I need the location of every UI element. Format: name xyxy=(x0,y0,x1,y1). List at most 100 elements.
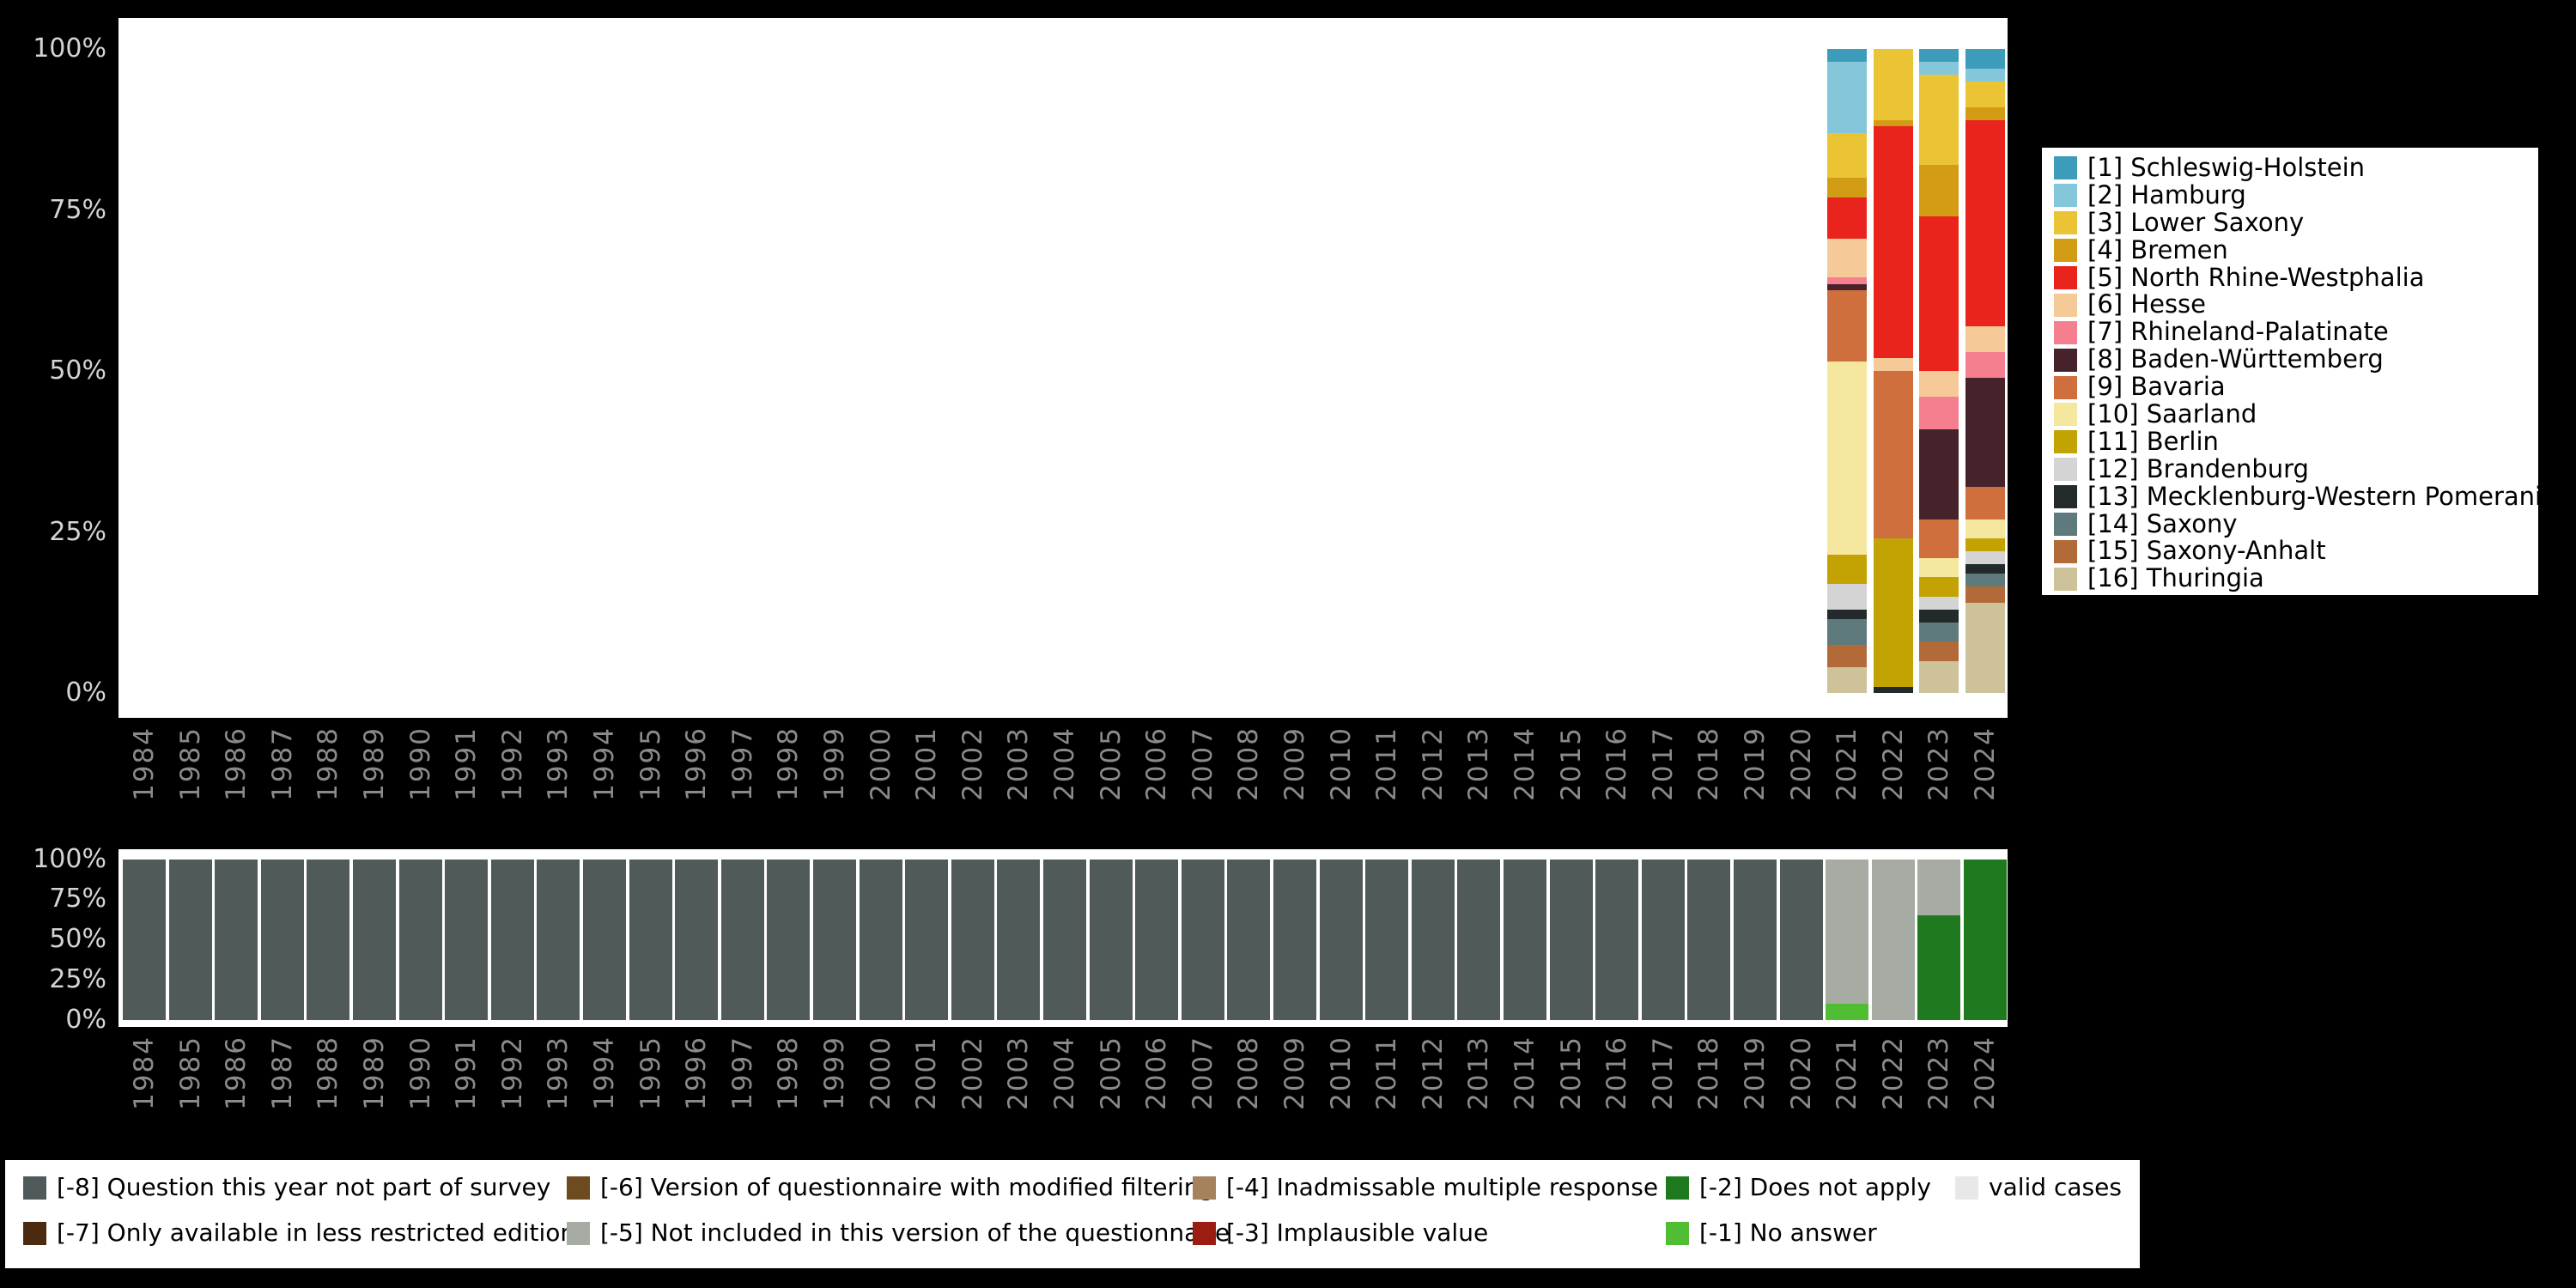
x-axis-tick-label: 1985 xyxy=(175,1036,206,1110)
legend-item: [8] Baden-Württemberg xyxy=(2054,345,2533,374)
bar-segment xyxy=(1965,377,2005,487)
x-axis-tick-label: 1989 xyxy=(359,1036,390,1110)
stacked-bar-2022 xyxy=(1873,49,1913,693)
legend-item-label: [1] Schleswig-Holstein xyxy=(2087,153,2366,182)
legend-item-label: [6] Hesse xyxy=(2087,289,2207,319)
missing-bar-2003 xyxy=(997,859,1041,1020)
x-axis-tick-label: 2004 xyxy=(1049,1036,1080,1110)
x-axis-tick-label: 2009 xyxy=(1279,726,1310,801)
x-axis-tick-label: 2024 xyxy=(1970,726,2001,801)
x-axis-tick-label: 1987 xyxy=(267,1036,298,1110)
missing-bar-1996 xyxy=(675,859,719,1020)
x-axis-tick-label: 2011 xyxy=(1371,1036,1402,1110)
x-axis-tick-label: 2009 xyxy=(1279,1036,1310,1110)
bar-segment xyxy=(1965,119,2005,326)
x-axis-year-text: 2006 xyxy=(1141,1036,1173,1110)
missing-bar-2018 xyxy=(1687,859,1731,1020)
x-axis-year-text: 2000 xyxy=(865,1036,896,1110)
x-axis-year-text: 1987 xyxy=(266,726,298,801)
bar-segment xyxy=(1549,859,1593,1020)
bar-segment xyxy=(1917,859,1961,916)
legend-item: [-2] Does not apply xyxy=(1666,1174,1931,1201)
missing-bar-1993 xyxy=(537,859,580,1020)
bar-segment xyxy=(1827,644,1868,667)
x-axis-year-text: 2004 xyxy=(1049,726,1080,801)
x-axis-tick-label: 2018 xyxy=(1693,726,1724,801)
missing-bar-2000 xyxy=(859,859,902,1020)
x-axis-year-text: 1993 xyxy=(543,726,574,801)
x-axis-tick-label: 2013 xyxy=(1463,726,1494,801)
bar-segment xyxy=(1919,622,1959,641)
legend-color-swatch-icon xyxy=(1193,1176,1216,1200)
x-axis-tick-label: 2015 xyxy=(1556,726,1587,801)
bar-segment xyxy=(1873,686,1913,693)
x-axis-tick-label: 2010 xyxy=(1326,726,1357,801)
bar-segment xyxy=(1043,859,1086,1020)
bar-segment xyxy=(168,859,212,1020)
x-axis-tick-label: 2002 xyxy=(957,1036,988,1110)
legend-item: [13] Mecklenburg-Western Pomerania xyxy=(2054,483,2557,511)
x-axis-year-text: 1985 xyxy=(174,1036,206,1110)
legend-item: [14] Saxony xyxy=(2054,510,2533,538)
legend-item: [7] Rhineland-Palatinate xyxy=(2054,318,2533,346)
x-axis-tick-label: 1996 xyxy=(681,1036,712,1110)
x-axis-year-text: 2008 xyxy=(1233,1036,1265,1110)
missing-bar-1985 xyxy=(168,859,212,1020)
bar-segment xyxy=(1919,49,1959,62)
x-axis-tick-label: 2011 xyxy=(1371,726,1402,801)
bar-segment xyxy=(1135,859,1179,1020)
bar-segment xyxy=(1919,577,1959,597)
x-axis-year-text: 1998 xyxy=(773,726,805,801)
bar-segment xyxy=(1965,325,2005,352)
y-axis-tick-label: 75% xyxy=(49,194,106,225)
bar-segment xyxy=(1871,859,1915,1020)
bar-segment xyxy=(260,859,304,1020)
bar-segment xyxy=(1919,62,1959,75)
x-axis-year-text: 2021 xyxy=(1832,726,1863,801)
bar-segment xyxy=(997,859,1041,1020)
x-axis-year-text: 1999 xyxy=(819,1036,850,1110)
x-axis-tick-label: 1987 xyxy=(267,726,298,801)
missing-bar-1995 xyxy=(629,859,672,1020)
x-axis-tick-label: 2015 xyxy=(1556,1036,1587,1110)
x-axis-tick-label: 1992 xyxy=(497,1036,528,1110)
x-axis-year-text: 1996 xyxy=(681,726,713,801)
x-axis-year-text: 2007 xyxy=(1187,1036,1218,1110)
bar-segment xyxy=(1873,371,1913,538)
bar-segment xyxy=(1919,397,1959,429)
legend-color-swatch-icon xyxy=(23,1176,46,1200)
bar-segment xyxy=(1457,859,1501,1020)
bar-segment xyxy=(1919,660,1959,693)
x-axis-tick-label: 2013 xyxy=(1463,1036,1494,1110)
bar-segment xyxy=(1919,75,1959,165)
bar-segment xyxy=(1827,554,1868,584)
bar-segment xyxy=(1827,239,1868,278)
x-axis-year-text: 2016 xyxy=(1601,726,1633,801)
stacked-bar-2021 xyxy=(1827,49,1868,693)
x-axis-year-text: 1994 xyxy=(589,726,620,801)
bar-segment xyxy=(1965,519,2005,538)
missing-bar-2008 xyxy=(1227,859,1271,1020)
bar-segment xyxy=(1919,596,1959,610)
x-axis-tick-label: 2008 xyxy=(1233,1036,1264,1110)
x-axis-tick-label: 1995 xyxy=(635,726,666,801)
bar-segment xyxy=(813,859,856,1020)
x-axis-year-text: 2014 xyxy=(1510,1036,1540,1110)
legend-item: [-8] Question this year not part of surv… xyxy=(23,1174,550,1201)
bar-segment xyxy=(1919,428,1959,519)
x-axis-tick-label: 2014 xyxy=(1510,1036,1540,1110)
x-axis-year-text: 2004 xyxy=(1049,1036,1080,1110)
top-chart-plot-area xyxy=(118,18,2008,718)
bar-segment xyxy=(1595,859,1639,1020)
bar-segment xyxy=(1965,351,2005,378)
bar-segment xyxy=(1919,557,1959,577)
missing-bar-1992 xyxy=(490,859,534,1020)
missing-bar-2012 xyxy=(1411,859,1455,1020)
bar-segment xyxy=(1919,641,1959,661)
x-axis-year-text: 1991 xyxy=(451,1036,483,1110)
x-axis-tick-label: 2017 xyxy=(1648,726,1679,801)
bar-segment xyxy=(1827,197,1868,240)
x-axis-year-text: 2023 xyxy=(1923,1036,1955,1110)
legend-color-swatch-icon xyxy=(2054,348,2077,372)
missing-bar-1986 xyxy=(215,859,258,1020)
